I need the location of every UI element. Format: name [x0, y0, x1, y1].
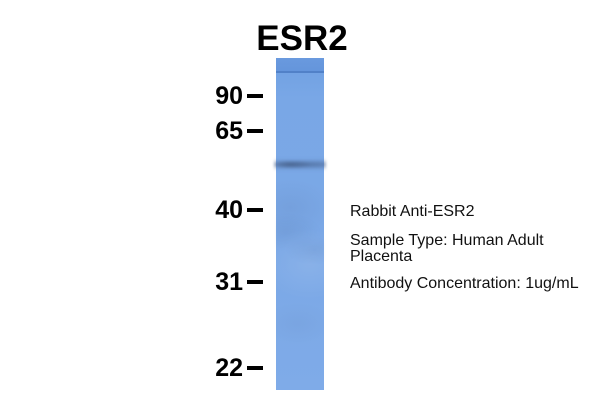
annotation-antibody: Rabbit Anti-ESR2	[350, 203, 475, 220]
marker-tick-22	[247, 366, 263, 370]
marker-row-31: 31	[160, 268, 263, 296]
marker-tick-31	[247, 280, 263, 284]
marker-row-40: 40	[160, 196, 263, 224]
marker-tick-40	[247, 208, 263, 212]
gel-lane-artifact	[276, 208, 324, 268]
gel-lane-well-edge	[276, 58, 324, 73]
annotation-sample-type: Sample Type: Human Adult Placenta	[350, 232, 544, 265]
marker-label-90: 90	[215, 82, 243, 110]
figure-title: ESR2	[256, 19, 348, 58]
marker-label-40: 40	[215, 196, 243, 224]
marker-label-65: 65	[215, 117, 243, 145]
gel-lane	[274, 58, 326, 390]
marker-row-65: 65	[160, 117, 263, 145]
marker-label-22: 22	[215, 354, 243, 382]
protein-band	[274, 158, 326, 171]
marker-row-90: 90	[160, 82, 263, 110]
marker-tick-90	[247, 94, 263, 98]
annotation-concentration: Antibody Concentration: 1ug/mL	[350, 275, 579, 292]
marker-tick-65	[247, 129, 263, 133]
marker-row-22: 22	[160, 354, 263, 382]
marker-label-31: 31	[215, 268, 243, 296]
